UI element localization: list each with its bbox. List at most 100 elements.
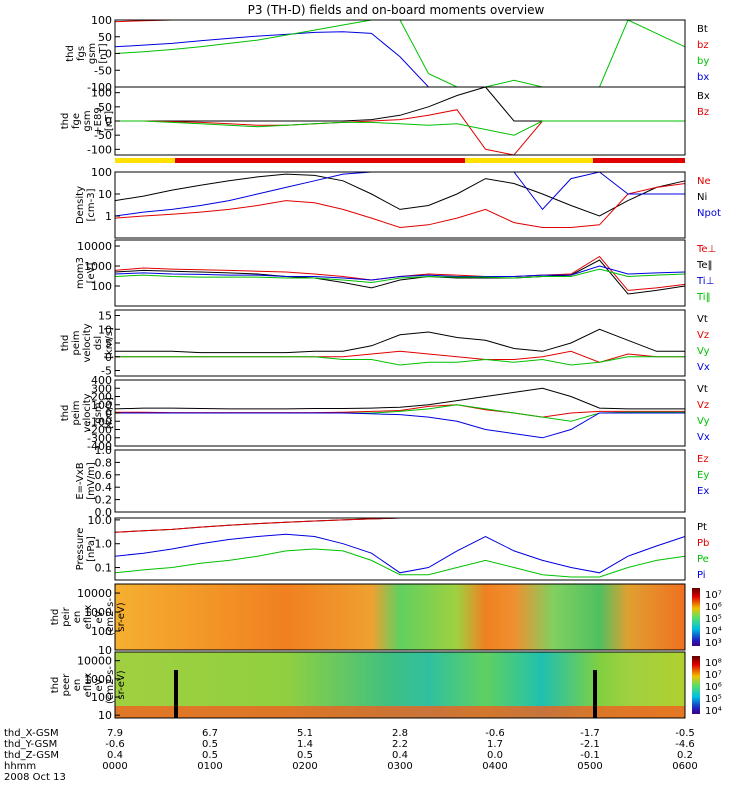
colorbar-label: 10³ [705, 638, 722, 649]
series-bx [114, 31, 685, 88]
svg-text:[km/s]: [km/s] [104, 327, 115, 359]
x-column-value: -4.6 [675, 739, 695, 750]
svg-text:dsl: dsl [93, 336, 104, 350]
svg-text:peir: peir [61, 606, 72, 626]
svg-text:[km/s]: [km/s] [104, 397, 115, 429]
y-tick-label: 200 [91, 391, 112, 404]
y-tick-label: -50 [94, 64, 112, 77]
legend-label: Ex [697, 486, 709, 497]
y-tick-label: 10000 [77, 587, 112, 600]
y-tick-label: 100 [91, 87, 112, 100]
panel-frame [114, 309, 686, 377]
svg-text:thd: thd [50, 677, 61, 694]
panel-frame [114, 19, 686, 88]
y-tick-label: 5 [105, 337, 112, 350]
series-Te⊥ [114, 255, 686, 291]
y-tick-label: -200 [87, 424, 112, 437]
svg-text:eflux: eflux [83, 605, 94, 630]
legend-label: Vt [697, 384, 708, 395]
y-axis-label: thd peim velocity dsl [km/s] [60, 323, 115, 362]
series-Pi [114, 533, 686, 574]
svg-text:eV: eV [94, 678, 105, 691]
panel-1: Bt bz by bx 100 50 0 -50 -100 thd fgs gsm [nT] [65, 14, 709, 94]
x-column-value: 5.1 [297, 728, 313, 739]
x-column-value: 6.7 [202, 728, 218, 739]
x-column-value: 0.0 [487, 750, 503, 761]
series-Te‖ [114, 259, 686, 295]
x-row-label: 2008 Oct 13 [4, 772, 66, 783]
y-tick-label: 100 [91, 166, 112, 179]
svg-text:thd: thd [50, 609, 61, 626]
series-Vt [114, 387, 685, 410]
y-tick-label: 0.0 [95, 506, 113, 519]
x-row-label: thd_Y-GSM [4, 739, 57, 750]
legend-label: Ne [697, 176, 711, 187]
x-column-value: -0.5 [675, 728, 695, 739]
legend-label: bx [697, 72, 709, 83]
legend-label: Ni [697, 192, 707, 203]
svg-text:eV: eV [94, 610, 105, 623]
y-tick-label: 1.0 [95, 538, 113, 551]
y-tick-label: 10000 [77, 655, 112, 668]
x-column-value: 0600 [672, 761, 697, 772]
y-tick-label: 10000 [77, 240, 112, 253]
y-tick-label: 100 [91, 625, 112, 638]
x-column-value: 0.5 [297, 750, 313, 761]
panel-frame [114, 583, 686, 651]
svg-text:sr-eV): sr-eV) [116, 670, 127, 699]
colorbar-label: 10⁵ [705, 614, 722, 625]
svg-text:en: en [72, 611, 83, 624]
series-black [115, 86, 685, 122]
mode-bar [115, 158, 685, 163]
spectrogram-image [115, 584, 685, 650]
y-axis-label: E=-VxB [mV/m] [75, 462, 97, 500]
y-tick-label: 1 [105, 210, 112, 223]
y-tick-label: 100 [91, 14, 112, 27]
y-tick-label: 0.1 [95, 562, 113, 575]
x-column-value: 2.8 [392, 728, 408, 739]
svg-text:[nPa]: [nPa] [86, 536, 97, 562]
legend-label: Ey [697, 470, 709, 481]
svg-text:velocity: velocity [82, 323, 93, 362]
colorbar-label: 10⁴ [705, 626, 722, 637]
x-column-value: -0.1 [580, 750, 600, 761]
y-tick-label: -50 [94, 129, 112, 142]
svg-text:thd: thd [60, 113, 71, 130]
y-tick-label: 400 [91, 374, 112, 387]
x-column-value: 2.2 [392, 739, 408, 750]
svg-text:peim: peim [71, 330, 82, 355]
x-column-value: 0.5 [202, 750, 218, 761]
svg-text:velocity: velocity [82, 393, 93, 432]
legend-label: Vy [697, 346, 710, 357]
x-column-value: -0.6 [485, 728, 505, 739]
y-tick-label: 0.2 [95, 494, 113, 507]
legend-label: Bx [697, 91, 710, 102]
y-tick-label: -100 [87, 143, 112, 156]
colorbar-label: 10⁷ [705, 590, 722, 601]
legend-label: Pt [697, 522, 707, 533]
x-column-value: 0.4 [392, 750, 408, 761]
svg-text:peim: peim [71, 400, 82, 425]
figure-title: P3 (TH-D) fields and on-board moments ov… [248, 3, 545, 17]
legend-label: Ez [697, 454, 709, 465]
y-tick-label: 300 [91, 382, 112, 395]
x-row-label: hhmm [4, 761, 36, 772]
svg-text:en: en [72, 679, 83, 692]
legend-label: Pb [697, 538, 709, 549]
y-tick-label: 10 [98, 709, 112, 722]
legend-label: Npot [697, 208, 721, 219]
svg-text:thd: thd [60, 405, 71, 422]
x-column-value: -0.6 [105, 739, 125, 750]
svg-text:[nT]: [nT] [104, 111, 115, 131]
y-tick-label: 100 [91, 280, 112, 293]
x-column-value: 7.9 [107, 728, 123, 739]
x-column-value: 0500 [577, 761, 602, 772]
x-column-value: 0.5 [202, 739, 218, 750]
y-tick-label: 1.0 [95, 444, 113, 457]
series-Vy [115, 356, 685, 366]
series-Ti‖ [114, 268, 686, 284]
colorbar-label: 10⁶ [705, 602, 722, 613]
